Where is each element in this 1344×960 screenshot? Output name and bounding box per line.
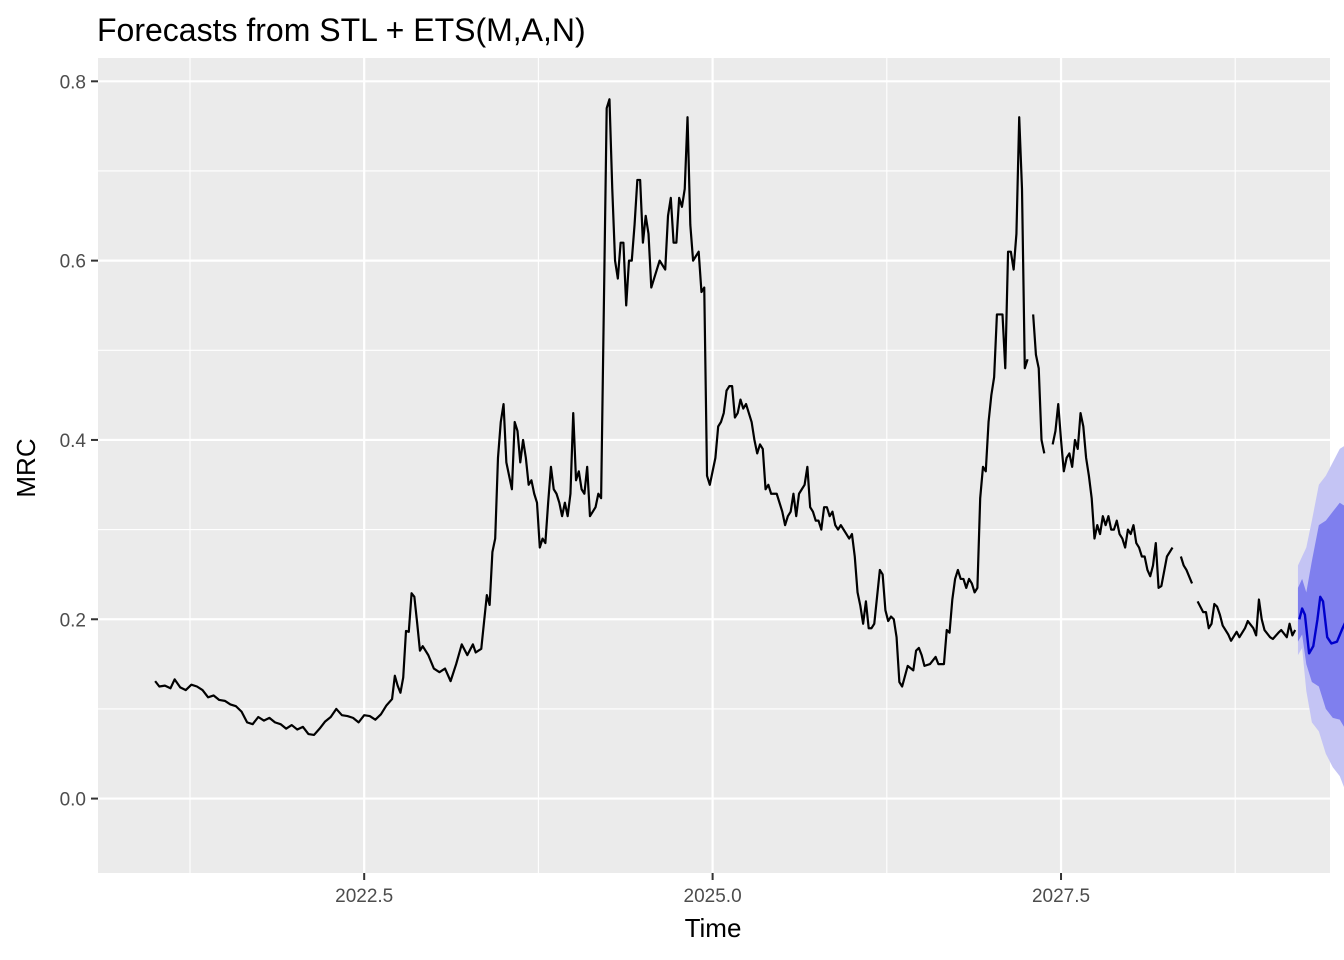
y-tick-label: 0.8 bbox=[60, 72, 86, 93]
x-tick-label: 2027.5 bbox=[1032, 886, 1090, 907]
band-80 bbox=[1297, 502, 1344, 727]
y-tick-label: 0.0 bbox=[60, 790, 86, 811]
y-tick-label: 0.2 bbox=[60, 610, 86, 631]
x-axis-title: Time bbox=[685, 913, 742, 943]
history-line-segment bbox=[154, 98, 1029, 737]
x-tick-label: 2025.0 bbox=[684, 886, 742, 907]
prediction-intervals bbox=[1297, 446, 1344, 788]
chart-title: Forecasts from STL + ETS(M,A,N) bbox=[97, 12, 586, 48]
history-line-segment bbox=[1196, 598, 1297, 642]
y-tick-label: 0.6 bbox=[60, 252, 86, 273]
x-tick-label: 2022.5 bbox=[335, 886, 393, 907]
minor-gridlines bbox=[98, 58, 1330, 873]
history-line-segment bbox=[1051, 402, 1174, 589]
history-line-segment bbox=[1179, 556, 1194, 584]
x-axis: 2022.5 2025.0 2027.5 bbox=[335, 873, 1090, 907]
y-axis-title: MRC bbox=[11, 438, 41, 497]
major-gridlines bbox=[98, 58, 1330, 873]
history-line-segment bbox=[1032, 314, 1046, 454]
y-axis: 0.0 0.2 0.4 0.6 0.8 bbox=[60, 72, 98, 811]
series-lines bbox=[154, 98, 1344, 737]
y-tick-label: 0.4 bbox=[60, 431, 87, 452]
forecast-line bbox=[1298, 595, 1344, 655]
